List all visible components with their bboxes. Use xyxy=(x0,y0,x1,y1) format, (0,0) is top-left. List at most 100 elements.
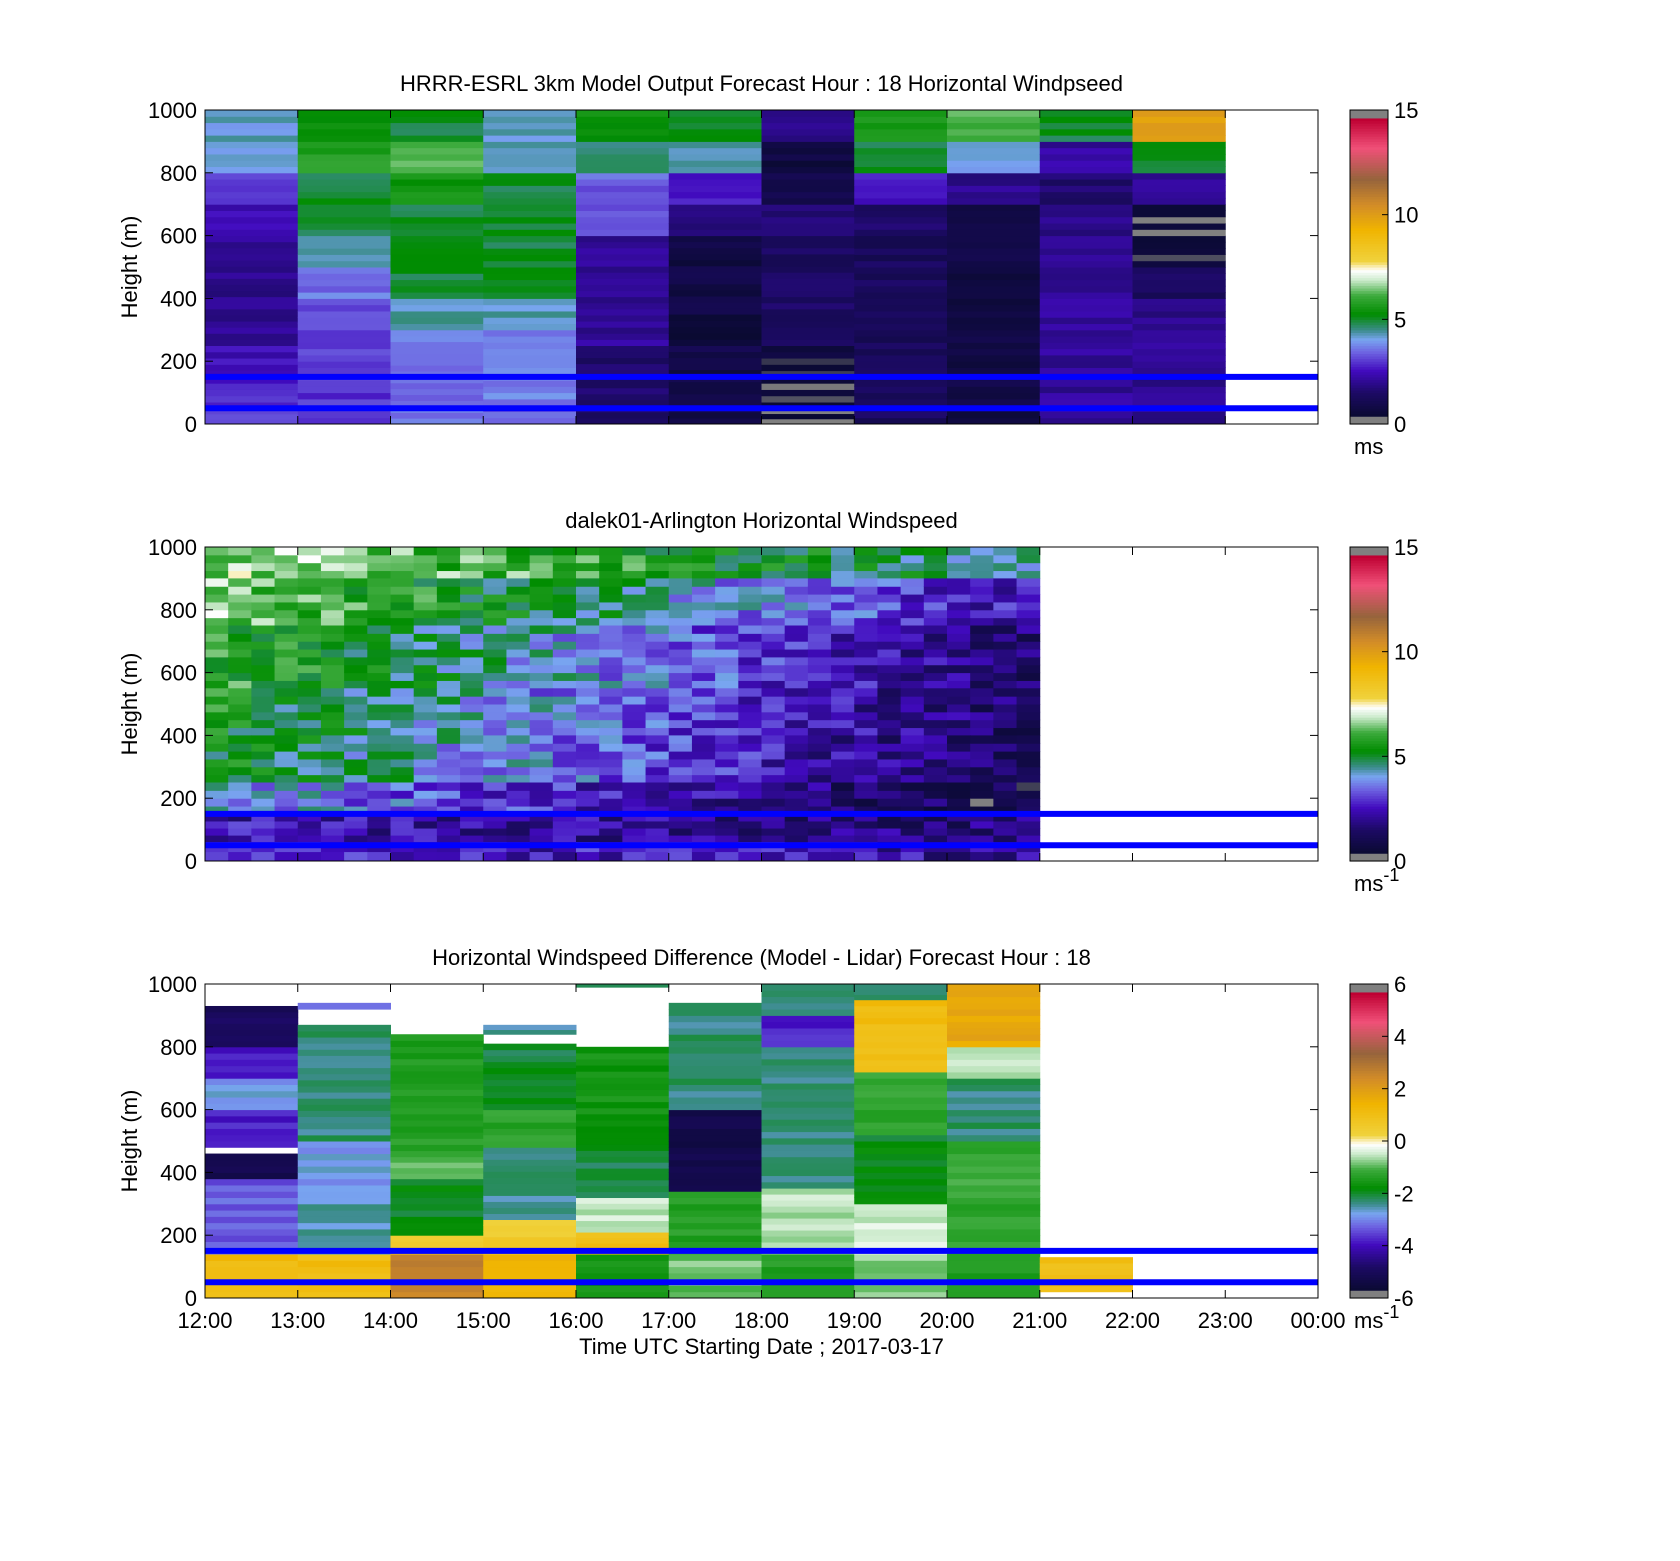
heatmap-cell xyxy=(298,1166,391,1173)
heatmap-cell xyxy=(970,633,994,641)
heatmap-cell xyxy=(205,414,298,420)
heatmap-cell xyxy=(460,586,484,594)
heatmap-cell xyxy=(669,1135,762,1142)
heatmap-cell xyxy=(785,633,809,641)
heatmap-cell xyxy=(298,1003,391,1010)
y-tick-label: 1000 xyxy=(148,972,197,997)
heatmap-cell xyxy=(391,1210,484,1217)
heatmap-cell xyxy=(251,602,275,610)
heatmap-cell xyxy=(553,828,577,836)
heatmap-cell xyxy=(692,783,716,791)
heatmap-cell xyxy=(391,1138,484,1145)
heatmap-cell xyxy=(947,1015,1040,1022)
heatmap-cell xyxy=(762,688,786,696)
heatmap-cell xyxy=(367,555,391,563)
heatmap-cell xyxy=(483,1030,576,1035)
heatmap-cell xyxy=(762,563,786,571)
heatmap-cell xyxy=(669,204,762,211)
heatmap-cell xyxy=(391,1040,484,1047)
heatmap-cell xyxy=(831,594,855,602)
heatmap-cell xyxy=(576,291,669,298)
heatmap-cell xyxy=(228,665,252,673)
heatmap-cell xyxy=(298,349,391,356)
heatmap-cell xyxy=(947,790,971,798)
heatmap-cell xyxy=(785,680,809,688)
heatmap-cell xyxy=(321,751,345,759)
heatmap-cell xyxy=(251,696,275,704)
heatmap-cell xyxy=(831,751,855,759)
heatmap-cell xyxy=(947,835,971,843)
heatmap-cell xyxy=(228,783,252,791)
heatmap-cell xyxy=(1017,633,1041,641)
heatmap-cell xyxy=(275,626,299,634)
heatmap-cell xyxy=(1017,767,1041,775)
heatmap-cell xyxy=(367,618,391,626)
heatmap-cell xyxy=(298,1267,391,1274)
heatmap-cell xyxy=(970,767,994,775)
heatmap-cell xyxy=(947,1022,1040,1029)
heatmap-cell xyxy=(275,563,299,571)
heatmap-cell xyxy=(762,696,786,704)
heatmap-cell xyxy=(298,1110,391,1117)
heatmap-cell xyxy=(460,704,484,712)
heatmap-cell xyxy=(947,1198,1040,1205)
heatmap-cell xyxy=(738,547,762,555)
heatmap-cell xyxy=(669,302,762,309)
heatmap-cell xyxy=(854,399,947,406)
heatmap-cell xyxy=(901,783,925,791)
heatmap-cell xyxy=(947,242,1040,249)
heatmap-cell xyxy=(877,720,901,728)
heatmap-cell xyxy=(738,735,762,743)
heatmap-cell xyxy=(622,618,646,626)
heatmap-cell xyxy=(947,349,1040,356)
heatmap-cell xyxy=(970,555,994,563)
heatmap-cell xyxy=(669,555,693,563)
heatmap-cell xyxy=(622,712,646,720)
heatmap-cell xyxy=(205,1172,298,1179)
heatmap-cell xyxy=(854,1260,947,1267)
heatmap-cell xyxy=(622,610,646,618)
heatmap-cell xyxy=(646,835,670,843)
heatmap-cell xyxy=(298,1043,391,1050)
heatmap-cell xyxy=(576,618,600,626)
heatmap-cell xyxy=(391,1114,484,1121)
heatmap-cell xyxy=(483,311,576,318)
heatmap-cell xyxy=(391,1191,484,1198)
heatmap-cell xyxy=(831,735,855,743)
heatmap-cell xyxy=(576,116,669,123)
heatmap-cell xyxy=(298,204,391,211)
heatmap-cell xyxy=(1040,267,1133,274)
heatmap-cell xyxy=(622,555,646,563)
heatmap-cell xyxy=(762,1041,855,1048)
heatmap-cell xyxy=(391,141,484,148)
heatmap-cell xyxy=(854,1267,947,1274)
heatmap-cell xyxy=(854,563,878,571)
heatmap-cell xyxy=(553,688,577,696)
heatmap-cell xyxy=(762,198,855,205)
heatmap-cell xyxy=(669,641,693,649)
heatmap-cell xyxy=(854,594,878,602)
heatmap-cell xyxy=(599,618,623,626)
heatmap-cell xyxy=(391,154,484,161)
heatmap-cell xyxy=(483,242,576,249)
heatmap-cell xyxy=(437,602,461,610)
heatmap-cell xyxy=(298,1062,391,1069)
heatmap-cell xyxy=(483,555,507,563)
heatmap-cell xyxy=(669,571,693,579)
heatmap-cell xyxy=(576,278,669,285)
heatmap-cell xyxy=(553,547,577,555)
heatmap-cell xyxy=(993,767,1017,775)
heatmap-cell xyxy=(298,1260,391,1267)
heatmap-cell xyxy=(692,720,716,728)
heatmap-cell xyxy=(762,735,786,743)
heatmap-cell xyxy=(762,278,855,285)
heatmap-cell xyxy=(251,563,275,571)
heatmap-cell xyxy=(854,1154,947,1161)
heatmap-cell xyxy=(298,798,322,806)
heatmap-cell xyxy=(275,610,299,618)
heatmap-cell xyxy=(854,1160,947,1167)
heatmap-cell xyxy=(947,821,971,829)
heatmap-cell xyxy=(622,586,646,594)
heatmap-cell xyxy=(367,610,391,618)
heatmap-cell xyxy=(947,254,1040,261)
